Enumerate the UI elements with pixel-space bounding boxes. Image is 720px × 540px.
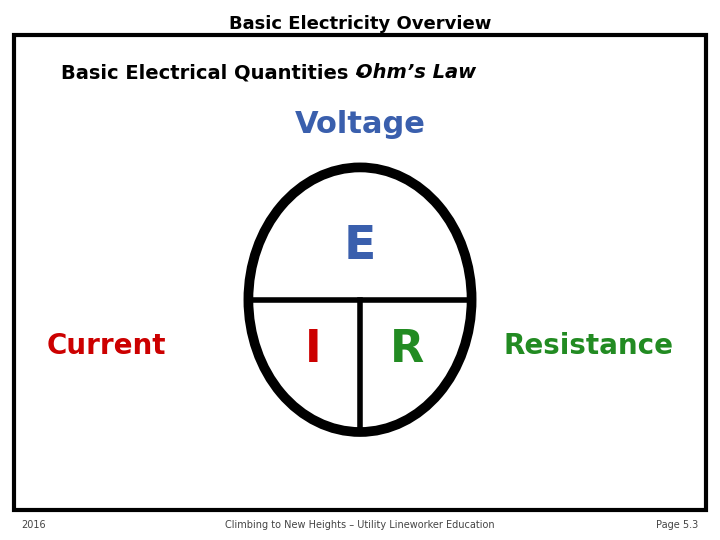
Text: R: R [390, 328, 424, 372]
Text: I: I [305, 328, 321, 372]
Text: Page 5.3: Page 5.3 [656, 520, 698, 530]
Ellipse shape [248, 167, 472, 432]
Text: Voltage: Voltage [294, 110, 426, 139]
Text: E: E [344, 224, 376, 269]
Text: 2016: 2016 [22, 520, 46, 530]
Text: Basic Electrical Quantities –: Basic Electrical Quantities – [61, 63, 372, 83]
Bar [14, 35, 706, 510]
Text: Climbing to New Heights – Utility Lineworker Education: Climbing to New Heights – Utility Linewo… [225, 520, 495, 530]
Text: Basic Electricity Overview: Basic Electricity Overview [229, 15, 491, 33]
Text: Current: Current [47, 332, 166, 360]
Text: Resistance: Resistance [503, 332, 673, 360]
Text: Ohm’s Law: Ohm’s Law [356, 63, 477, 83]
